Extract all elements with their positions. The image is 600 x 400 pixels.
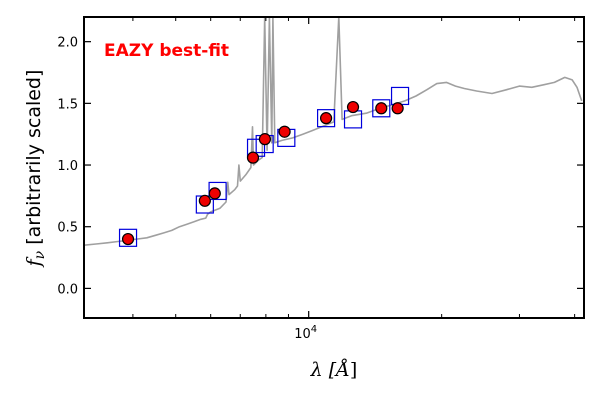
x-axis-label: λ [Å] [310,359,358,381]
observed-point-9 [391,102,404,115]
y-tick-label-2: 1.0 [57,159,78,174]
observed-point-5 [278,125,291,138]
observed-point-2 [208,187,221,200]
model-flux-box-0 [118,228,138,247]
y-tick-label-1: 0.5 [57,221,78,236]
model-flux-box-8 [372,99,391,118]
observed-point-3 [246,151,260,164]
model-flux-box-6 [316,109,336,128]
observed-point-4 [258,133,272,146]
y-tick-label-3: 1.5 [57,97,78,112]
observed-point-8 [375,102,388,115]
observed-point-1 [198,194,211,207]
annotation-label: EAZY best-fit [104,41,229,61]
model-flux-box-2 [208,181,227,201]
y-axis-label: fν [arbitrarily scaled] [23,70,48,269]
y-tick-label-0: 0.0 [57,282,78,297]
plot-frame [83,16,585,319]
x-tick-label-0: 104 [294,324,317,342]
observed-point-7 [346,100,360,114]
observed-point-6 [319,112,333,125]
plot-background [84,17,584,318]
observed-point-0 [121,232,135,246]
template-sed-line [84,17,583,246]
y-tick-label-4: 2.0 [57,36,78,51]
